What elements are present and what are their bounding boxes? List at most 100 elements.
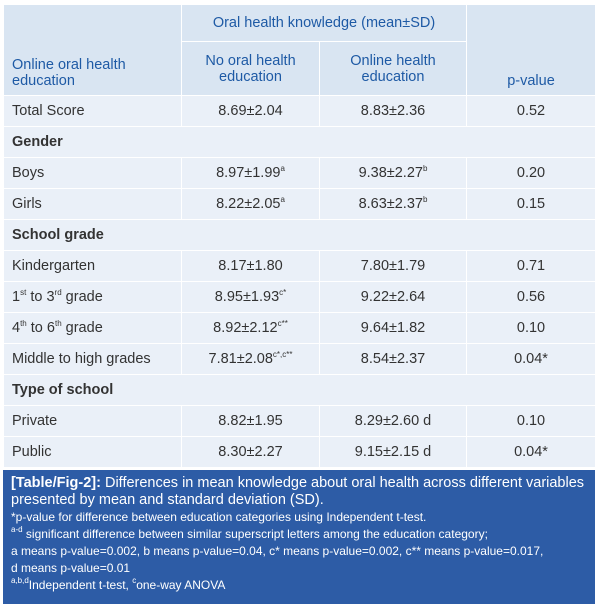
superscript: rd [54, 288, 62, 297]
column-header: No oral health education [181, 41, 320, 96]
superscript: a [280, 195, 285, 204]
superscript: c*,c** [272, 350, 293, 359]
text-part: 8.97±1.99 [216, 165, 281, 181]
caption-note: a means p-value=0.002, b means p-value=0… [11, 544, 544, 558]
cell: 8.30±2.27 [181, 436, 320, 468]
cell: 9.15±2.15 d [319, 436, 467, 468]
cell: 8.54±2.37 [319, 343, 467, 375]
table-row: 4th to 6th grade 8.92±2.12c** 9.64±1.82 0.1… [3, 312, 596, 344]
superscript: c [132, 576, 137, 585]
cell: 0.56 [466, 281, 596, 313]
text-part: significant difference between similar s… [22, 527, 488, 541]
section-label: School grade [3, 219, 596, 251]
cell: 0.20 [466, 157, 596, 189]
table-row: Total Score 8.69±2.04 8.83±2.36 0.52 [3, 95, 596, 127]
cell: 0.15 [466, 188, 596, 220]
text-part: 8.63±2.37 [358, 196, 423, 212]
table-figure: Online oral health education Oral health… [3, 4, 596, 604]
cell: 0.10 [466, 312, 596, 344]
row-label: Girls [3, 188, 182, 220]
cell: 8.22±2.05a [181, 188, 320, 220]
superscript: th [54, 319, 62, 328]
text-part: 8.22±2.05 [216, 196, 281, 212]
text-part: to 6 [26, 320, 55, 336]
cell: 9.38±2.27b [319, 157, 467, 189]
cell: 8.17±1.80 [181, 250, 320, 282]
row-label: Kindergarten [3, 250, 182, 282]
text-part: Independent t-test, [28, 578, 133, 592]
cell: 7.81±2.08c*,c** [181, 343, 320, 375]
caption-text: Differences in mean knowledge about oral… [11, 475, 585, 508]
text-part: one-way ANOVA [136, 578, 226, 592]
superscript: b [422, 195, 428, 204]
section-label: Type of school [3, 374, 596, 406]
row-label: Public [3, 436, 182, 468]
table-row: Boys 8.97±1.99a 9.38±2.27b 0.20 [3, 157, 596, 189]
text-part: 8.95±1.93 [214, 289, 280, 305]
row-label-header: Online oral health education [3, 4, 182, 96]
caption: [Table/Fig-2]: Differences in mean knowl… [3, 470, 595, 604]
cell: 8.95±1.93c* [181, 281, 320, 313]
row-label: Total Score [3, 95, 182, 127]
cell: 0.04* [466, 436, 596, 468]
superscript: st [20, 288, 27, 297]
table-row: Public 8.30±2.27 9.15±2.15 d 0.04* [3, 436, 596, 468]
caption-label: [Table/Fig-2]: [11, 475, 101, 491]
row-label: Private [3, 405, 182, 437]
text-part: 7.81±2.08 [208, 351, 273, 367]
text-part: grade [61, 320, 103, 336]
cell: 9.22±2.64 [319, 281, 467, 313]
caption-note: a,b,dIndependent t-test, cone-way ANOVA [11, 577, 587, 594]
table-body: Total Score 8.69±2.04 8.83±2.36 0.52 Gender B… [3, 95, 596, 468]
row-label: Middle to high grades [3, 343, 182, 375]
cell: 0.52 [466, 95, 596, 127]
cell: 8.69±2.04 [181, 95, 320, 127]
text-part: 8.92±2.12 [213, 320, 278, 336]
table-row: Kindergarten 8.17±1.80 7.80±1.79 0.71 [3, 250, 596, 282]
text-part: 1 [12, 289, 21, 305]
cell: 7.80±1.79 [319, 250, 467, 282]
caption-main: [Table/Fig-2]: Differences in mean knowl… [11, 475, 587, 509]
cell: 0.10 [466, 405, 596, 437]
cell: 8.63±2.37b [319, 188, 467, 220]
row-label: 1st to 3rd grade [3, 281, 182, 313]
text-part: grade [61, 289, 103, 305]
data-table: Online oral health education Oral health… [3, 4, 596, 468]
table-row: Middle to high grades 7.81±2.08c*,c** 8.54… [3, 343, 596, 375]
superscript: c* [279, 288, 287, 297]
row-label: 4th to 6th grade [3, 312, 182, 344]
caption-note: a-d significant difference between simil… [11, 526, 587, 543]
caption-note: d means p-value=0.01 [11, 561, 131, 575]
superscript: th [20, 319, 27, 328]
superscript: b [422, 164, 428, 173]
group-header: Oral health knowledge (mean±SD) [181, 4, 467, 42]
text-part: 4 [12, 320, 21, 336]
caption-notes: *p-value for difference between educatio… [11, 509, 587, 594]
cell: 8.97±1.99a [181, 157, 320, 189]
cell: 8.92±2.12c** [181, 312, 320, 344]
table-row: 1st to 3rd grade 8.95±1.93c* 9.22±2.64 0.56 [3, 281, 596, 313]
superscript: a,b,d [11, 576, 29, 585]
cell: 9.64±1.82 [319, 312, 467, 344]
p-header: p-value [466, 4, 596, 96]
text-part: to 3 [26, 289, 55, 305]
cell: 8.82±1.95 [181, 405, 320, 437]
table-row: Gender [3, 126, 596, 158]
superscript: a-d [11, 525, 23, 534]
cell: 0.71 [466, 250, 596, 282]
table-row: School grade [3, 219, 596, 251]
text-part: 9.38±2.27 [358, 165, 423, 181]
caption-note: *p-value for difference between educatio… [11, 510, 427, 524]
cell: 0.04* [466, 343, 596, 375]
cell: 8.29±2.60 d [319, 405, 467, 437]
row-label: Boys [3, 157, 182, 189]
section-label: Gender [3, 126, 596, 158]
superscript: a [280, 164, 285, 173]
column-header: Online health education [319, 41, 467, 96]
table-row: Private 8.82±1.95 8.29±2.60 d 0.10 [3, 405, 596, 437]
superscript: c** [277, 319, 288, 328]
table-row: Type of school [3, 374, 596, 406]
cell: 8.83±2.36 [319, 95, 467, 127]
table-row: Girls 8.22±2.05a 8.63±2.37b 0.15 [3, 188, 596, 220]
